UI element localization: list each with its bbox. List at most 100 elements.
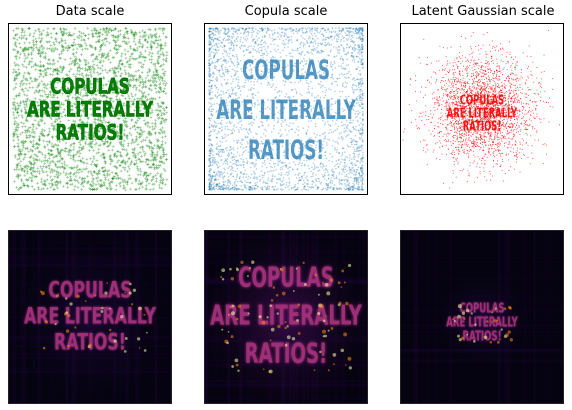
scatter-point [135, 86, 139, 90]
scatter-point [57, 78, 61, 81]
scatter-point [361, 97, 364, 99]
scatter-point [255, 51, 258, 53]
scatter-point [248, 99, 250, 102]
scatter-point [350, 54, 353, 57]
scatter-point [231, 105, 233, 107]
scatter-point [53, 155, 57, 158]
scatter-point [361, 37, 364, 40]
scatter-point [360, 50, 363, 53]
scatter-point [113, 109, 116, 113]
scatter-point [64, 171, 68, 175]
scatter-point [359, 70, 361, 72]
scatter-point [145, 144, 149, 148]
scatter-point [105, 26, 109, 30]
scatter-point [220, 159, 222, 162]
scatter-point [94, 183, 98, 186]
scatter-point [321, 33, 323, 35]
scatter-point [264, 163, 267, 166]
scatter-point [347, 63, 350, 66]
scatter-point [280, 184, 283, 187]
scatter-point [210, 57, 212, 60]
scatter-point [129, 46, 133, 50]
scatter-point [236, 176, 238, 178]
scatter-point [223, 116, 225, 119]
scatter-point [208, 108, 210, 111]
scatter-point [209, 44, 212, 46]
scatter-point [229, 41, 232, 44]
scatter-point [276, 117, 279, 119]
scatter-point [84, 62, 88, 66]
scatter-point [70, 167, 73, 171]
scatter-point [218, 185, 221, 188]
scatter-point [11, 48, 15, 51]
scatter-point [266, 29, 269, 32]
scatter-point [358, 73, 360, 75]
scatter-point [158, 128, 162, 131]
scatter-point [208, 187, 211, 190]
scatter-point [102, 116, 106, 120]
scatter-point [216, 44, 218, 46]
scatter-point [361, 172, 364, 174]
scatter-point [311, 183, 313, 185]
scatter-point [324, 135, 327, 138]
scatter-point [133, 33, 136, 37]
scatter-point [361, 79, 364, 82]
scatter-point [100, 167, 104, 171]
scatter-point [225, 51, 228, 54]
scatter-point [17, 162, 21, 165]
scatter-point [334, 141, 337, 143]
scatter-point [62, 85, 66, 88]
scatter-point [104, 176, 108, 180]
scatter-point [116, 113, 120, 117]
scatter-point [208, 92, 211, 94]
scatter-point [208, 90, 211, 92]
scatter-point [31, 174, 35, 177]
scatter-point [152, 97, 156, 101]
scatter-point [40, 79, 44, 83]
scatter-point [85, 157, 89, 161]
scatter-point [358, 94, 361, 97]
scatter-point [356, 148, 358, 150]
scatter-point [358, 105, 361, 107]
scatter-point [80, 48, 84, 51]
scatter-point [223, 184, 226, 187]
scatter-point [71, 96, 75, 100]
scatter-point [362, 157, 364, 160]
scatter-point [118, 87, 122, 91]
scatter-point [260, 150, 263, 153]
scatter-point [153, 132, 157, 136]
scatter-point [220, 29, 222, 32]
scatter-point [351, 143, 353, 146]
scatter-point [152, 159, 156, 162]
scatter-point [285, 171, 288, 174]
scatter-point [20, 148, 24, 152]
embedded-text-line: RATIOS! [56, 121, 125, 145]
scatter-point [165, 178, 169, 182]
scatter-point [36, 146, 40, 150]
scatter-point [336, 188, 338, 190]
scatter-point [312, 186, 314, 189]
scatter-point [139, 51, 142, 54]
scatter-point [77, 140, 81, 144]
scatter-point [19, 82, 22, 86]
scatter-point [337, 142, 339, 145]
scatter-point [353, 143, 356, 146]
scatter-point [351, 78, 354, 81]
scatter-point [326, 169, 329, 172]
scatter-point [165, 158, 169, 162]
scatter-point [126, 180, 129, 184]
scatter-point [58, 126, 61, 129]
scatter-point [20, 179, 24, 183]
scatter-point [286, 28, 289, 30]
scatter-point [322, 90, 324, 93]
scatter-point [344, 53, 346, 56]
scatter-point [94, 105, 98, 109]
scatter-point [360, 188, 363, 190]
scatter-point [278, 132, 280, 134]
scatter-point [361, 183, 364, 186]
scatter-point [245, 173, 248, 176]
scatter-point [89, 82, 92, 86]
scatter-point [101, 51, 104, 55]
scatter-point [69, 89, 73, 92]
scatter-point [156, 57, 160, 61]
